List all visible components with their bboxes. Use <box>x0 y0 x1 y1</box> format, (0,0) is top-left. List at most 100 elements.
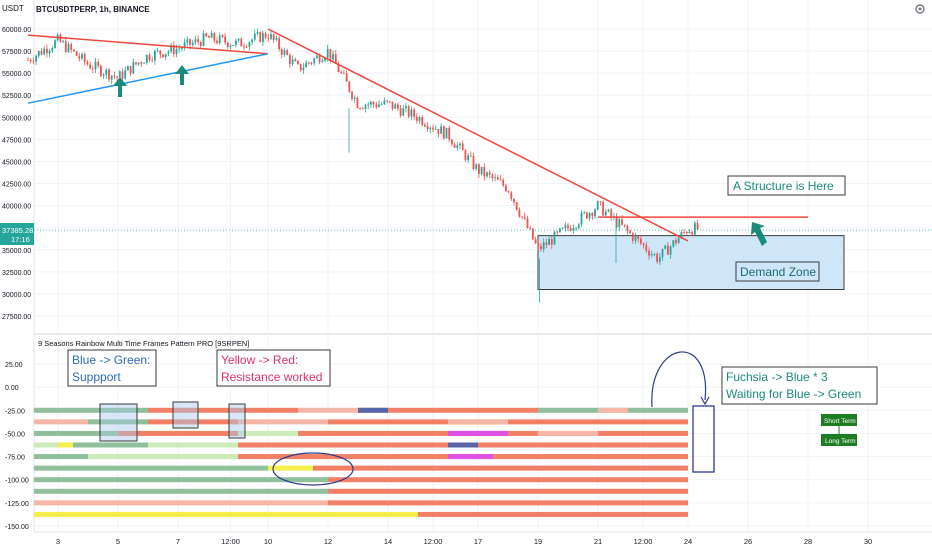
price-tick-label: 42500.00 <box>2 182 31 189</box>
candle-body <box>588 213 591 219</box>
demand-zone-label: Demand Zone <box>740 265 816 279</box>
trendline-blue[interactable] <box>27 52 269 104</box>
price-axis[interactable]: 60000.00 57500.00 55000.00 52500.00 50000.00… <box>2 27 31 321</box>
trendline-red[interactable] <box>267 28 689 242</box>
candle-body <box>594 209 596 216</box>
candle-body <box>35 55 37 62</box>
candle-body <box>677 238 680 244</box>
candle-body <box>604 211 607 216</box>
demand-zone-label-box[interactable] <box>735 261 820 282</box>
candle-body <box>210 32 213 38</box>
candle-body <box>475 164 478 170</box>
candle-body <box>464 150 467 161</box>
short-term-label: Short Term <box>824 418 856 425</box>
price-tick-label: 52500.00 <box>2 93 31 100</box>
time-tick-label: 28 <box>804 537 812 546</box>
candle-body <box>402 108 405 116</box>
short-term-badge[interactable] <box>821 414 857 426</box>
trendline-red[interactable] <box>27 34 269 55</box>
indicator-tick-label: -75.00 <box>5 455 25 462</box>
fuchsia-annotation-box[interactable] <box>721 366 878 405</box>
candle-body <box>102 74 105 76</box>
candle-body <box>675 240 677 244</box>
gear-icon[interactable] <box>915 4 925 14</box>
up-arrow-icon[interactable] <box>175 65 189 85</box>
blue-green-line1: Blue -> Green: <box>72 353 150 367</box>
candle-body <box>135 62 137 65</box>
structure-annotation-box[interactable] <box>727 175 846 196</box>
up-arrow-icon[interactable] <box>113 77 127 97</box>
strip-segment <box>73 442 148 448</box>
candle-body <box>375 104 378 108</box>
yellow-red-annotation-box[interactable] <box>216 349 331 387</box>
candle-body <box>302 67 305 71</box>
candle-body <box>672 240 675 247</box>
candle-body <box>343 72 345 74</box>
price-tick-label: 40000.00 <box>2 204 31 211</box>
strip-segment <box>148 419 238 425</box>
candle-body <box>78 55 81 59</box>
candle-body <box>51 48 54 51</box>
candle-body <box>399 108 402 116</box>
strip-segment <box>238 419 328 425</box>
candle-body <box>181 48 183 49</box>
candle-body <box>191 42 194 45</box>
candle-body <box>43 48 46 55</box>
candle-body <box>429 127 432 130</box>
candle-body <box>426 126 429 130</box>
candle-body <box>413 109 415 117</box>
time-tick-label: 12:00 <box>424 537 443 546</box>
support-highlight-box[interactable] <box>172 401 199 429</box>
price-tick-label: 50000.00 <box>2 115 31 122</box>
candle-body <box>202 33 205 46</box>
long-term-badge[interactable] <box>821 434 857 446</box>
candle-body <box>526 218 529 229</box>
up-arrow-icon[interactable] <box>751 222 767 246</box>
candle-body <box>548 239 550 245</box>
support-highlight-box[interactable] <box>99 403 138 442</box>
fuchsia-blue-highlight-box[interactable] <box>692 405 715 473</box>
candle-body <box>310 62 313 64</box>
candle-body <box>618 219 621 228</box>
resistance-ellipse[interactable] <box>272 452 354 486</box>
candle-body <box>162 54 164 58</box>
candle-body <box>580 212 583 225</box>
candle-body <box>351 91 353 99</box>
candle-body <box>661 248 664 258</box>
candle-body <box>656 253 658 262</box>
candle-body <box>669 246 672 255</box>
candle-body <box>540 245 542 250</box>
blue-green-annotation-box[interactable] <box>67 349 157 387</box>
candle-body <box>83 53 86 62</box>
support-highlight-box[interactable] <box>228 403 246 439</box>
candle-body <box>626 226 629 231</box>
price-tick-label: 55000.00 <box>2 71 31 78</box>
candle-body <box>256 32 259 34</box>
strip-segment <box>34 407 148 413</box>
time-tick-label: 12 <box>324 537 332 546</box>
strip-segment <box>34 419 88 425</box>
candle-body <box>364 105 367 109</box>
trendlines[interactable] <box>27 28 808 242</box>
time-axis[interactable]: 3 5 7 12:00 10 12 14 12:00 17 19 21 12:00 24 26 28 30 <box>56 537 872 546</box>
candle-body <box>480 166 483 174</box>
candle-body <box>683 231 685 233</box>
price-tick-label: 35000.00 <box>2 248 31 255</box>
time-tick-label: 24 <box>684 537 692 546</box>
candle-body <box>405 106 407 109</box>
indicator-axis[interactable]: 25.00 0.00 -25.00 -50.00 -75.00 -100.00 -125.0… <box>5 362 29 531</box>
candle-body <box>553 231 556 245</box>
candle-body <box>523 216 526 219</box>
candle-body <box>378 104 380 108</box>
candle-body <box>658 257 661 262</box>
candle-body <box>224 36 226 43</box>
time-tick-label: 21 <box>594 537 602 546</box>
strip-segment <box>34 454 88 460</box>
candle-body <box>294 59 297 62</box>
candle-body <box>132 62 135 74</box>
time-tick-label: 10 <box>264 537 272 546</box>
candle-body <box>229 45 232 48</box>
candle-body <box>297 61 299 64</box>
price-tick-label: 45000.00 <box>2 159 31 166</box>
